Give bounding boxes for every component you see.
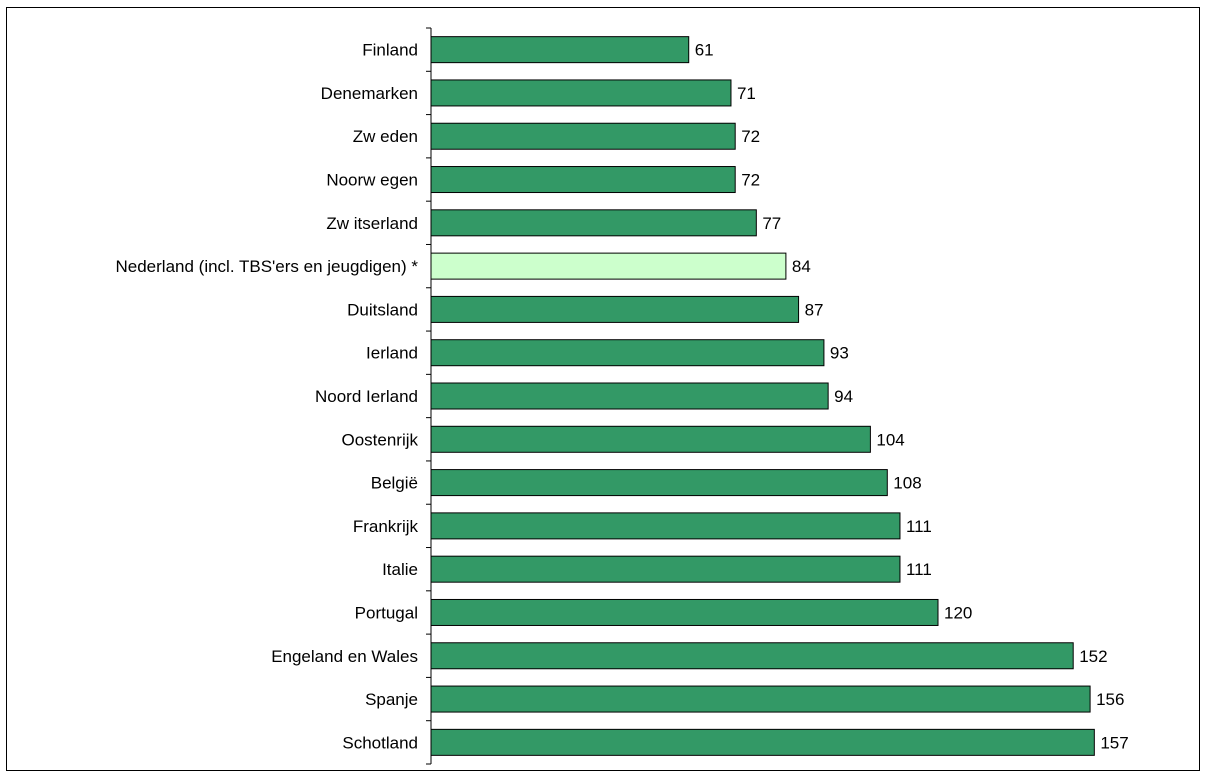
bar <box>430 166 736 194</box>
value-label: 84 <box>792 257 811 276</box>
bar <box>430 79 732 107</box>
bar <box>430 209 757 237</box>
bar <box>430 122 736 150</box>
labels: Finland 61 Denemarken 71 Zw eden 72 Noorw egen… <box>116 41 1129 753</box>
category-label: Nederland (incl. TBS'ers en jeugdigen) * <box>116 257 419 276</box>
category-label: Zw eden <box>353 127 418 146</box>
value-label: 71 <box>737 84 756 103</box>
bar <box>430 339 825 367</box>
value-label: 72 <box>741 171 760 190</box>
value-label: 87 <box>805 300 824 319</box>
category-label: België <box>371 474 418 493</box>
category-label: Oostenrijk <box>341 430 418 449</box>
bar <box>430 36 690 64</box>
category-label: Schotland <box>342 733 418 752</box>
category-label: Ierland <box>366 344 418 363</box>
value-label: 108 <box>893 474 921 493</box>
category-label: Denemarken <box>321 84 418 103</box>
category-label: Zw itserland <box>326 214 418 233</box>
axis <box>426 27 432 765</box>
category-label: Duitsland <box>347 300 418 319</box>
bar <box>430 728 1095 756</box>
category-label: Engeland en Wales <box>271 647 418 666</box>
value-label: 152 <box>1079 647 1107 666</box>
value-label: 61 <box>695 41 714 60</box>
value-label: 120 <box>944 603 972 622</box>
bar <box>430 512 901 540</box>
bar <box>430 295 800 323</box>
bar <box>430 382 829 410</box>
bar <box>430 642 1074 670</box>
bar <box>430 598 939 626</box>
category-label: Noorw egen <box>326 171 418 190</box>
value-label: 156 <box>1096 690 1124 709</box>
value-label: 94 <box>834 387 853 406</box>
value-label: 93 <box>830 344 849 363</box>
value-label: 104 <box>876 430 904 449</box>
value-label: 111 <box>906 517 932 536</box>
category-label: Spanje <box>365 690 418 709</box>
bars <box>430 36 1095 756</box>
bar <box>430 425 871 453</box>
value-label: 77 <box>762 214 781 233</box>
bar <box>430 685 1091 713</box>
category-label: Noord Ierland <box>315 387 418 406</box>
value-label: 157 <box>1100 733 1128 752</box>
bar <box>430 555 901 583</box>
category-label: Italie <box>382 560 418 579</box>
category-label: Portugal <box>355 603 418 622</box>
bar-highlight <box>430 252 787 280</box>
category-label: Frankrijk <box>353 517 419 536</box>
value-label: 72 <box>741 127 760 146</box>
category-label: Finland <box>362 41 418 60</box>
bar <box>430 469 888 497</box>
value-label: 111 <box>906 560 932 579</box>
